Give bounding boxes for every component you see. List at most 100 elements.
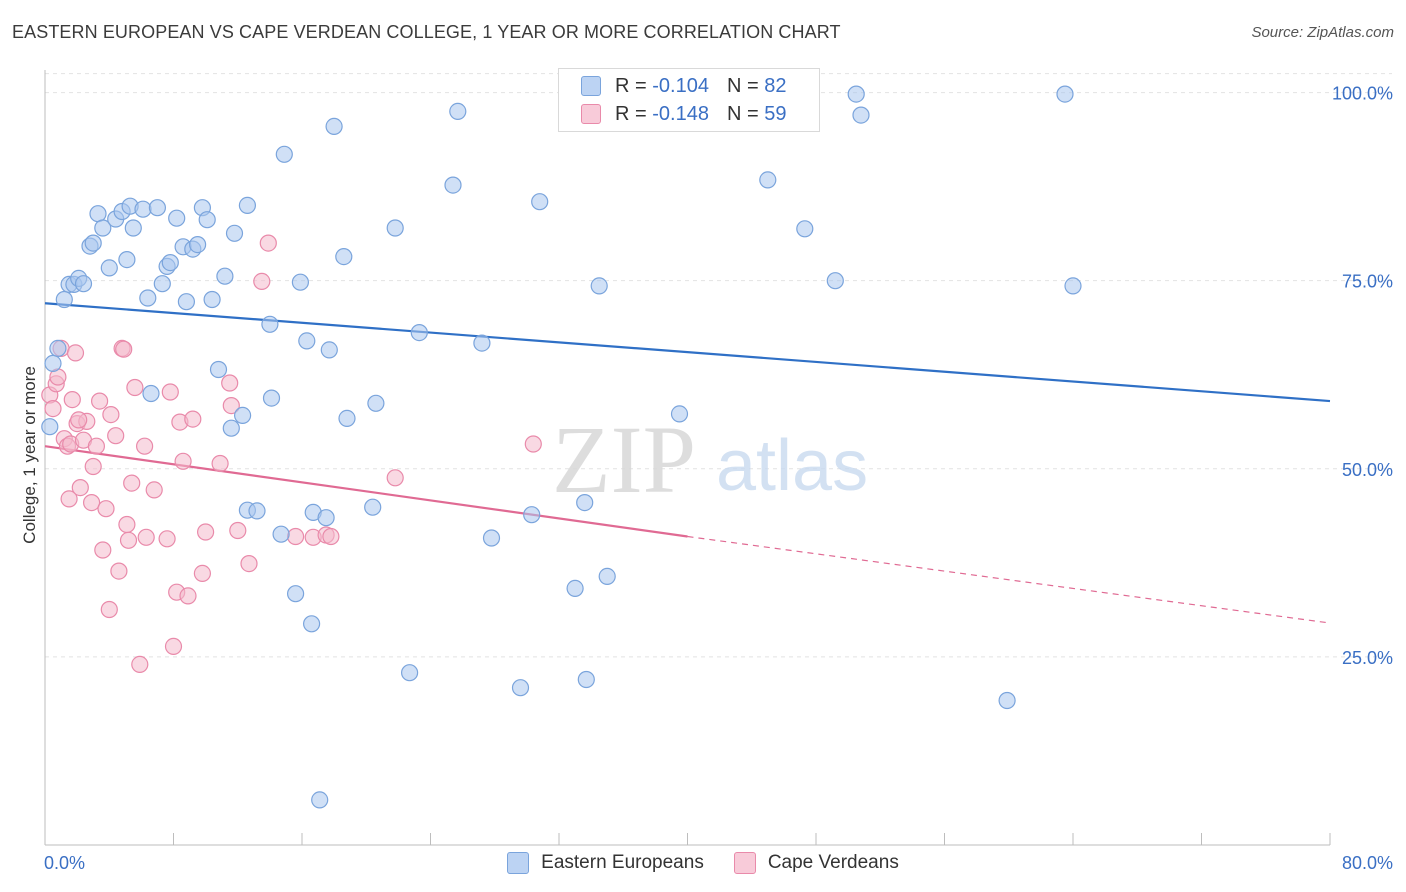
- point-cape-verdean: [240, 554, 258, 573]
- watermark: ZIP atlas: [552, 406, 868, 513]
- series-eastern-europeans: [41, 85, 1082, 809]
- legend-row-cape-verdeans: R = -0.148 N = 59: [581, 101, 786, 127]
- tick-labels: 25.0% 50.0% 75.0% 100.0% 0.0% 80.0%: [44, 84, 1393, 873]
- point-eastern-european: [248, 502, 266, 520]
- watermark-atlas: atlas: [716, 426, 868, 506]
- point-eastern-european: [598, 567, 616, 586]
- point-cape-verdean: [145, 481, 163, 499]
- point-eastern-european: [161, 254, 179, 272]
- point-cape-verdean: [82, 494, 101, 512]
- point-eastern-european: [759, 171, 777, 189]
- r-label: R =: [615, 102, 647, 125]
- point-eastern-european: [311, 791, 329, 809]
- source-note: Source: ZipAtlas.com: [1251, 24, 1394, 41]
- point-eastern-european: [118, 251, 136, 269]
- point-cape-verdean: [174, 452, 192, 470]
- point-eastern-european: [325, 117, 343, 136]
- point-cape-verdean: [197, 523, 215, 541]
- point-cape-verdean: [221, 374, 239, 392]
- legend-label: Cape Verdeans: [767, 852, 899, 873]
- legend-item-cape-verdeans[interactable]: Cape Verdeans: [733, 852, 899, 874]
- n-label: N =: [726, 74, 759, 97]
- legend-label: Eastern Europeans: [541, 852, 704, 873]
- point-eastern-european: [1064, 277, 1082, 295]
- point-eastern-european: [796, 220, 814, 238]
- point-cape-verdean: [184, 410, 202, 428]
- trend-line-cape-verdeans-extrapolated: [687, 535, 1331, 624]
- y-tick-label: 75.0%: [1342, 272, 1393, 292]
- point-eastern-european: [401, 664, 419, 682]
- point-eastern-european: [826, 272, 844, 290]
- point-cape-verdean: [193, 564, 211, 583]
- trend-line-eastern-europeans: [44, 302, 1331, 403]
- watermark-zip: ZIP: [552, 406, 696, 513]
- point-eastern-european: [386, 219, 404, 237]
- point-eastern-european: [523, 506, 541, 524]
- point-eastern-european: [134, 200, 152, 218]
- point-eastern-european: [287, 585, 305, 603]
- data-points: [41, 85, 1082, 809]
- point-cape-verdean: [229, 521, 247, 540]
- trend-lines: [44, 302, 1331, 624]
- point-eastern-european: [852, 106, 870, 124]
- x-tick-label-min: 0.0%: [44, 853, 85, 873]
- point-eastern-european: [148, 199, 166, 217]
- point-eastern-european: [198, 211, 216, 229]
- legend-item-eastern-europeans[interactable]: Eastern Europeans: [507, 852, 704, 874]
- point-cape-verdean: [102, 406, 120, 424]
- point-eastern-european: [139, 289, 157, 307]
- point-eastern-european: [262, 389, 281, 407]
- point-eastern-european: [216, 267, 234, 285]
- point-eastern-european: [142, 384, 160, 403]
- point-eastern-european: [203, 290, 221, 309]
- axes: [44, 70, 1331, 846]
- r-value: -0.148: [652, 102, 709, 125]
- point-cape-verdean: [94, 541, 112, 559]
- point-cape-verdean: [131, 655, 149, 674]
- legend-swatch-blue: [581, 76, 601, 96]
- point-eastern-european: [84, 234, 102, 252]
- legend-row-eastern-europeans: R = -0.104 N = 82: [581, 73, 786, 99]
- r-value: -0.104: [652, 74, 709, 97]
- point-cape-verdean: [161, 383, 179, 401]
- n-label: N =: [726, 102, 759, 125]
- point-eastern-european: [298, 332, 316, 350]
- point-eastern-european: [511, 679, 530, 697]
- point-cape-verdean: [524, 435, 542, 453]
- point-eastern-european: [55, 290, 73, 309]
- point-cape-verdean: [136, 437, 154, 455]
- legend-swatch-blue: [507, 852, 530, 874]
- point-eastern-european: [275, 145, 293, 163]
- point-eastern-european: [410, 324, 428, 342]
- point-cape-verdean: [119, 531, 138, 549]
- point-eastern-european: [338, 409, 356, 427]
- point-cape-verdean: [115, 340, 133, 358]
- point-eastern-european: [74, 275, 93, 293]
- legend-swatch-pink: [733, 852, 756, 874]
- point-cape-verdean: [71, 479, 89, 497]
- point-cape-verdean: [63, 391, 81, 409]
- point-eastern-european: [189, 236, 207, 254]
- correlation-legend: R = -0.104 N = 82 R = -0.148 N = 59: [558, 68, 820, 132]
- point-eastern-european: [291, 273, 309, 291]
- y-tick-label: 25.0%: [1342, 648, 1393, 668]
- legend-swatch-pink: [581, 104, 601, 124]
- point-eastern-european: [89, 205, 107, 223]
- point-eastern-european: [576, 494, 594, 512]
- point-cape-verdean: [87, 437, 106, 455]
- point-eastern-european: [367, 394, 385, 412]
- point-cape-verdean: [253, 272, 271, 290]
- point-cape-verdean: [137, 528, 155, 546]
- point-eastern-european: [364, 498, 382, 516]
- point-eastern-european: [261, 315, 279, 333]
- point-eastern-european: [94, 219, 112, 237]
- y-axis-label: College, 1 year or more: [20, 366, 39, 544]
- point-cape-verdean: [90, 392, 109, 410]
- point-eastern-european: [444, 176, 462, 194]
- point-cape-verdean: [118, 515, 136, 534]
- point-cape-verdean: [110, 562, 128, 580]
- point-eastern-european: [168, 209, 186, 227]
- series-legend: Eastern Europeans Cape Verdeans: [0, 852, 1406, 874]
- trend-line-cape-verdeans: [44, 445, 688, 538]
